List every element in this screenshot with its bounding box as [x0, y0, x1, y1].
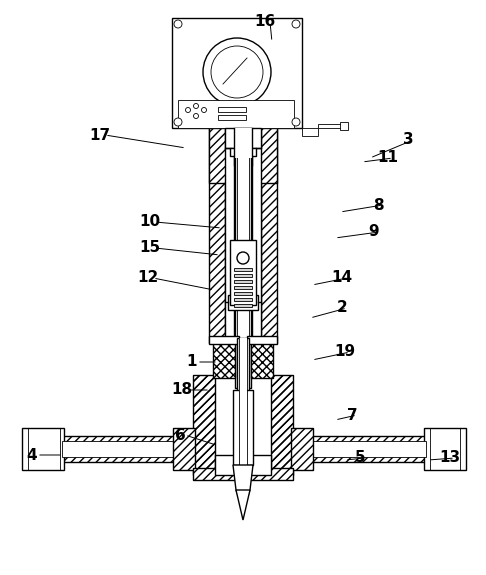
Bar	[193, 375, 293, 475]
Text: 4: 4	[27, 447, 37, 462]
Bar	[234, 128, 240, 158]
Text: 17: 17	[89, 128, 110, 143]
Bar	[271, 375, 293, 475]
Bar	[209, 128, 225, 343]
Circle shape	[211, 46, 263, 98]
Bar	[213, 340, 235, 378]
Bar	[215, 375, 271, 475]
Text: 1: 1	[187, 355, 197, 370]
Circle shape	[193, 104, 198, 109]
Bar	[234, 304, 252, 307]
Bar	[213, 340, 235, 378]
Bar	[209, 128, 277, 183]
Text: 15: 15	[139, 240, 160, 255]
Text: 9: 9	[369, 224, 379, 240]
Text: 11: 11	[378, 151, 399, 166]
Bar	[424, 428, 466, 470]
Bar	[62, 441, 174, 457]
Polygon shape	[236, 490, 250, 520]
Bar	[209, 336, 239, 344]
Bar	[230, 240, 256, 305]
Circle shape	[203, 38, 271, 106]
Bar	[312, 436, 426, 462]
Bar	[225, 128, 234, 378]
Bar	[318, 124, 342, 128]
Bar	[261, 128, 277, 343]
Text: 8: 8	[373, 197, 383, 213]
Bar	[291, 428, 313, 470]
Circle shape	[237, 252, 249, 264]
Bar	[62, 436, 174, 462]
Text: 5: 5	[355, 450, 365, 466]
Text: 6: 6	[174, 427, 185, 443]
Bar	[228, 295, 258, 310]
Text: 18: 18	[172, 382, 192, 397]
Bar	[246, 128, 252, 158]
Bar	[215, 455, 271, 475]
Bar	[209, 128, 277, 183]
Bar	[234, 292, 252, 295]
Polygon shape	[233, 465, 253, 510]
Circle shape	[202, 108, 207, 113]
Bar	[22, 428, 64, 470]
Text: 13: 13	[439, 450, 461, 466]
Text: 3: 3	[403, 132, 413, 148]
Bar	[251, 340, 273, 378]
Bar	[62, 436, 174, 462]
Text: 16: 16	[254, 14, 276, 29]
Bar	[178, 100, 294, 128]
Circle shape	[174, 20, 182, 28]
Bar	[193, 375, 215, 475]
Bar	[261, 128, 277, 343]
Bar	[218, 107, 246, 112]
Circle shape	[186, 108, 191, 113]
Bar	[237, 128, 249, 388]
Bar	[172, 18, 302, 128]
Circle shape	[174, 118, 182, 126]
Bar	[252, 128, 261, 378]
Bar	[218, 115, 246, 120]
Bar	[173, 428, 195, 470]
Bar	[239, 338, 247, 468]
Bar	[225, 128, 261, 148]
Bar	[291, 428, 313, 470]
Text: 12: 12	[138, 270, 158, 286]
Text: 7: 7	[347, 408, 357, 423]
Bar	[234, 268, 252, 271]
Circle shape	[292, 118, 300, 126]
Bar	[230, 148, 256, 156]
Bar	[193, 375, 293, 475]
Bar	[247, 336, 277, 344]
Bar	[340, 122, 348, 130]
Bar	[312, 441, 426, 457]
Bar	[234, 280, 252, 283]
Bar	[193, 468, 293, 480]
Bar	[209, 128, 225, 343]
Bar	[234, 298, 252, 301]
Bar	[234, 286, 252, 289]
Text: 2: 2	[337, 301, 347, 316]
Bar	[235, 128, 251, 388]
Circle shape	[292, 20, 300, 28]
Bar	[233, 390, 253, 465]
Circle shape	[193, 113, 198, 118]
Text: 19: 19	[334, 344, 356, 359]
Bar	[312, 436, 426, 462]
Bar	[251, 340, 273, 378]
Bar	[234, 274, 252, 277]
Bar	[173, 428, 195, 470]
Bar	[193, 468, 293, 480]
Bar	[302, 128, 318, 136]
Text: 10: 10	[139, 214, 160, 229]
Bar	[237, 338, 249, 468]
Text: 14: 14	[331, 270, 352, 286]
